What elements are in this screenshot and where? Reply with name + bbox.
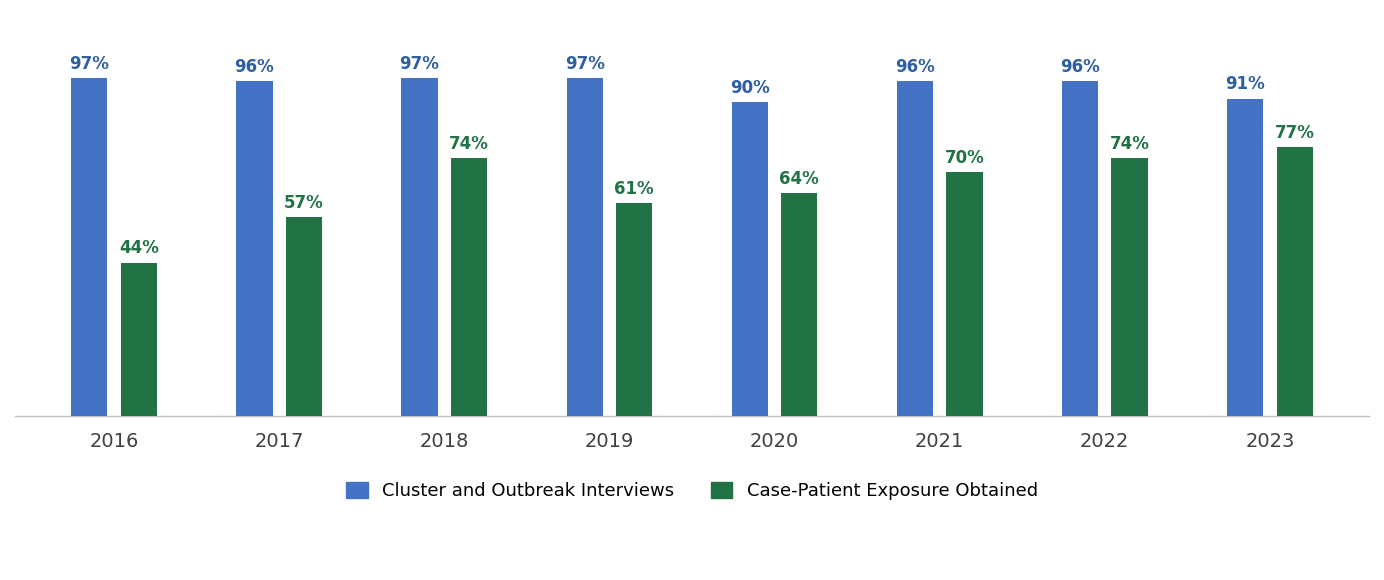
Bar <box>947 172 983 416</box>
Text: 96%: 96% <box>234 58 274 76</box>
Bar <box>1276 147 1313 416</box>
Text: 96%: 96% <box>895 58 934 76</box>
Text: 74%: 74% <box>450 135 489 153</box>
Legend: Cluster and Outbreak Interviews, Case-Patient Exposure Obtained: Cluster and Outbreak Interviews, Case-Pa… <box>339 474 1045 507</box>
Bar <box>781 193 818 416</box>
Bar <box>897 81 933 416</box>
Text: 57%: 57% <box>284 194 324 212</box>
Text: 44%: 44% <box>119 240 159 258</box>
Bar <box>71 78 108 416</box>
Bar <box>286 218 322 416</box>
Text: 90%: 90% <box>729 79 770 97</box>
Text: 97%: 97% <box>69 55 109 72</box>
Bar <box>732 102 768 416</box>
Bar <box>1062 81 1098 416</box>
Bar <box>566 78 603 416</box>
Bar <box>120 263 156 416</box>
Text: 70%: 70% <box>944 148 984 166</box>
Bar <box>1228 99 1264 416</box>
Text: 97%: 97% <box>400 55 440 72</box>
Text: 97%: 97% <box>565 55 605 72</box>
Bar <box>401 78 437 416</box>
Text: 61%: 61% <box>614 180 655 198</box>
Text: 74%: 74% <box>1110 135 1150 153</box>
Text: 91%: 91% <box>1225 75 1265 93</box>
Text: 77%: 77% <box>1275 124 1315 142</box>
Bar <box>1111 158 1147 416</box>
Text: 96%: 96% <box>1060 58 1100 76</box>
Bar <box>237 81 273 416</box>
Text: 64%: 64% <box>779 169 819 187</box>
Bar <box>451 158 487 416</box>
Bar <box>616 203 652 416</box>
